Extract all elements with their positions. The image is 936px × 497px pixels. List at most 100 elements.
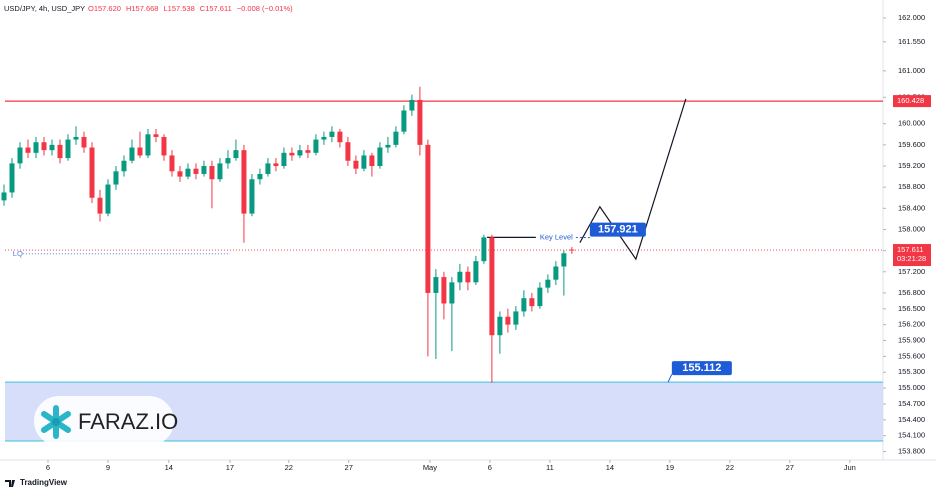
candle-body (1, 192, 6, 200)
candle-body (121, 161, 126, 172)
candle-body (401, 111, 406, 132)
candle-body (129, 148, 134, 161)
x-tick-label: 22 (285, 463, 293, 472)
y-tick-label: 157.200 (898, 267, 925, 276)
candle-body (321, 137, 326, 140)
candle-body (177, 171, 182, 176)
x-tick-label: 6 (46, 463, 50, 472)
y-tick-label: 158.000 (898, 224, 925, 233)
candle-body (513, 311, 518, 324)
candle-body (89, 148, 94, 198)
x-tick-label: 22 (726, 463, 734, 472)
candle-body (249, 179, 254, 213)
candle-body (17, 148, 22, 164)
x-tick-label: 14 (606, 463, 614, 472)
candle-body (529, 298, 534, 306)
watermark-text: FARAZ.IO (78, 409, 178, 434)
candle-body (481, 237, 486, 261)
ohlc-value: L157.538 (163, 4, 194, 13)
last-price-label: 157.611 (897, 245, 924, 254)
y-tick-label: 159.200 (898, 161, 925, 170)
candle-body (265, 163, 270, 174)
y-tick-label: 155.300 (898, 367, 925, 376)
candle-body (497, 317, 502, 336)
y-tick-label: 154.400 (898, 415, 925, 424)
candle-body (153, 134, 158, 137)
candle-body (433, 277, 438, 293)
candle-body (185, 169, 190, 177)
ohlc-value: C157.611 (200, 4, 232, 13)
key-level-label: Key Level (540, 232, 573, 241)
candle-body (65, 140, 70, 159)
lq-label: LQ (13, 249, 23, 258)
watermark: FARAZ.IO (34, 396, 178, 446)
y-tick-label: 153.800 (898, 447, 925, 456)
candle-body (489, 237, 494, 335)
y-tick-label: 156.500 (898, 304, 925, 313)
y-tick-label: 155.000 (898, 383, 925, 392)
candle-body (25, 148, 30, 153)
candle-body (73, 137, 78, 140)
candle-body (305, 150, 310, 153)
ohlc-value: −0.008 (−0.01%) (237, 4, 293, 13)
candle-body (225, 158, 230, 163)
candle-body (393, 132, 398, 145)
candle-body (97, 198, 102, 214)
candle-body (417, 100, 422, 145)
candle-body (409, 100, 414, 111)
footer: TradingView (20, 478, 68, 487)
candle-body (313, 140, 318, 153)
candle-body (241, 150, 246, 213)
candle-body (369, 155, 374, 166)
candle-body (385, 145, 390, 148)
countdown: 03:21:28 (897, 254, 926, 263)
candle-body (281, 153, 286, 166)
candle-body (9, 163, 14, 192)
candle-body (425, 145, 430, 293)
candle-body (41, 142, 46, 150)
ohlc-value: O157.620 (88, 4, 121, 13)
y-tick-label: 161.000 (898, 66, 925, 75)
x-tick-label: 27 (786, 463, 794, 472)
y-tick-label: 154.100 (898, 431, 925, 440)
candle-body (81, 137, 86, 148)
candle-body (449, 282, 454, 303)
x-tick-label: 6 (488, 463, 492, 472)
x-tick-label: 27 (345, 463, 353, 472)
candle-body (361, 155, 366, 168)
candle-body (505, 317, 510, 325)
y-tick-label: 155.900 (898, 335, 925, 344)
y-tick-label: 155.600 (898, 351, 925, 360)
candle-body (233, 150, 238, 158)
y-tick-label: 162.000 (898, 13, 925, 22)
candle-body (169, 155, 174, 171)
x-tick-label: May (423, 463, 437, 472)
candle-body (209, 166, 214, 179)
x-tick-label: 11 (546, 463, 554, 472)
candle-body (537, 288, 542, 307)
candle-body (33, 142, 38, 153)
candle-body (441, 277, 446, 303)
candle-body (193, 169, 198, 174)
x-tick-label: 19 (666, 463, 674, 472)
candle-body (113, 171, 118, 184)
zone-label: 155.112 (682, 362, 721, 374)
y-tick-label: 159.600 (898, 140, 925, 149)
ohlc-value: H157.668 (126, 4, 159, 13)
candle-body (217, 163, 222, 179)
candle-body (473, 261, 478, 282)
candle-body (257, 174, 262, 179)
candle-body (273, 163, 278, 166)
x-tick-label: Jun (844, 463, 856, 472)
y-tick-label: 156.800 (898, 288, 925, 297)
y-tick-label: 154.700 (898, 399, 925, 408)
candle-body (57, 145, 62, 158)
y-tick-label: 158.800 (898, 182, 925, 191)
candle-body (553, 266, 558, 279)
candle-body (457, 272, 462, 283)
candle-body (569, 250, 574, 251)
candle-body (297, 150, 302, 155)
resistance-label: 160.428 (897, 96, 924, 105)
candle-body (49, 145, 54, 150)
